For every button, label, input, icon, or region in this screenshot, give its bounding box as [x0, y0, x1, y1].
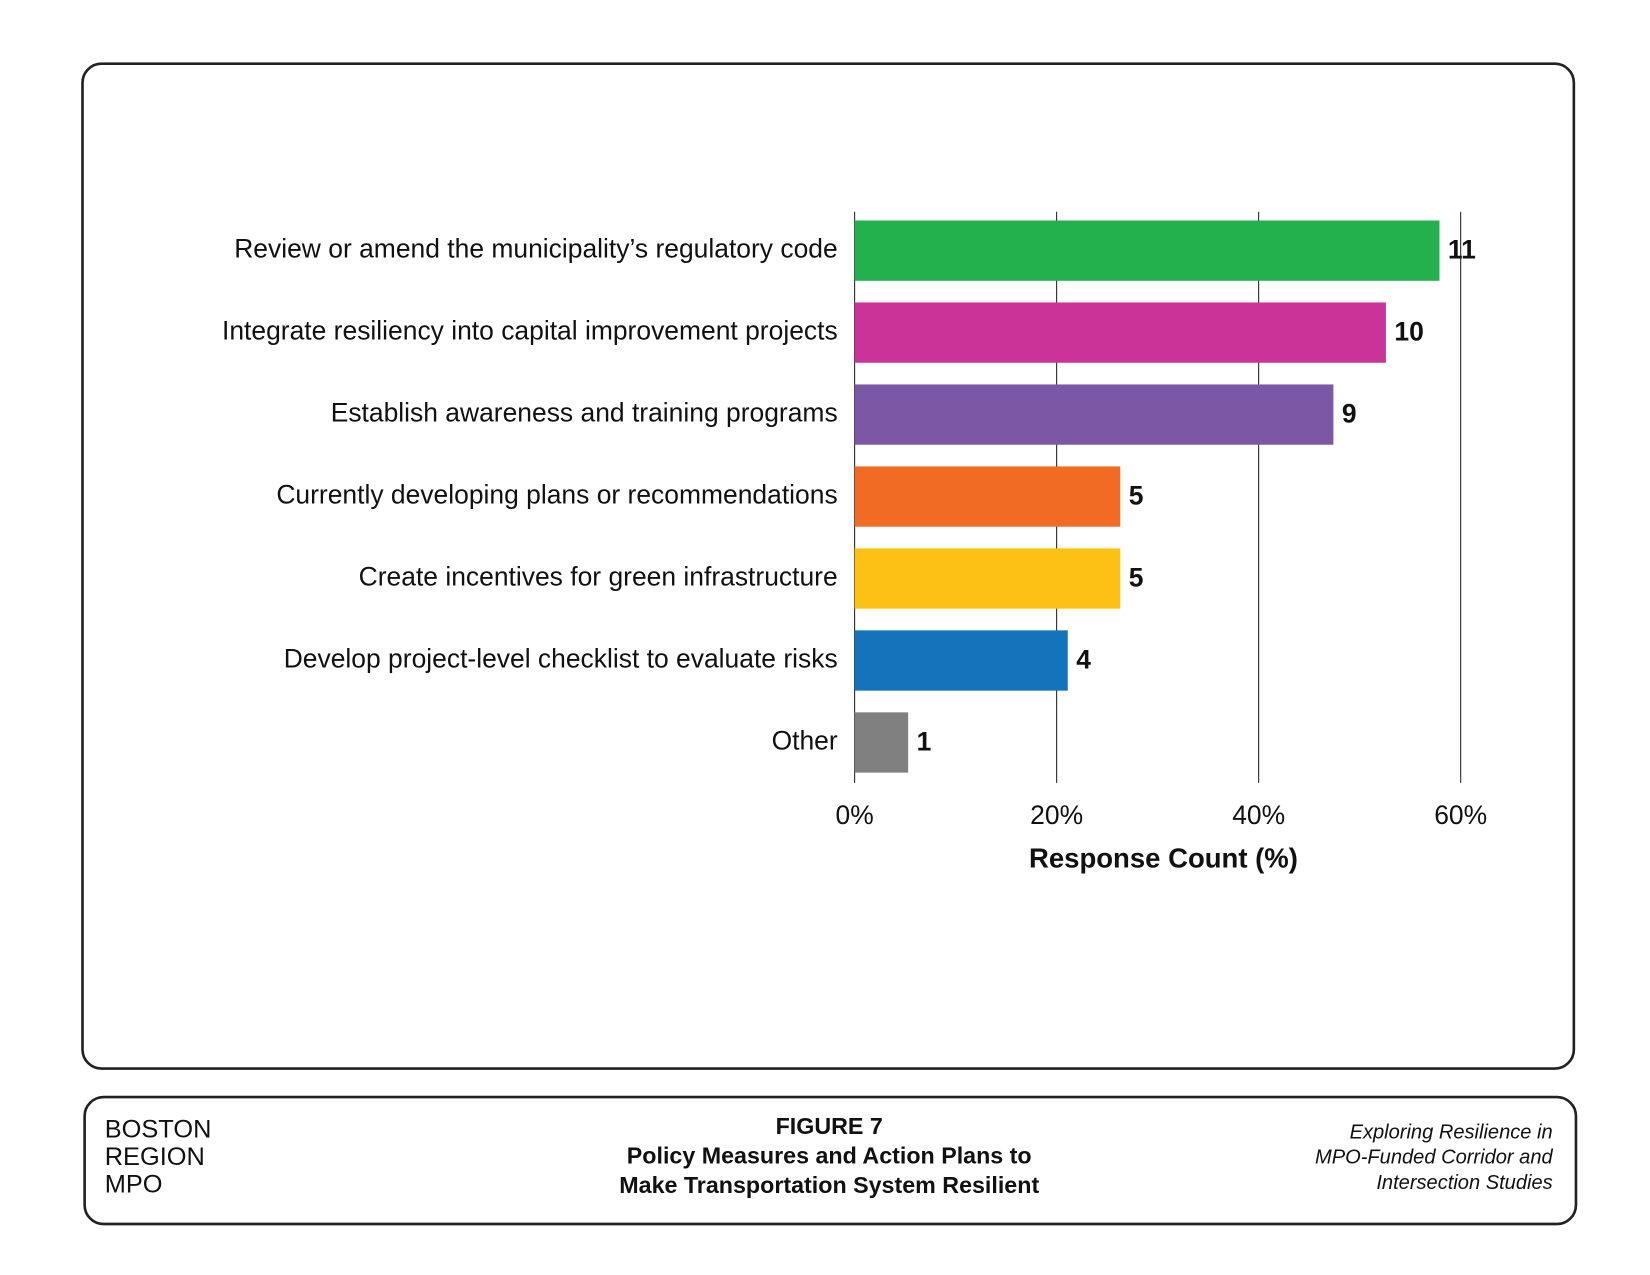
agency-name: MPO [105, 1171, 163, 1199]
x-axis-title: Response Count (%) [1029, 842, 1298, 873]
bar [854, 466, 1121, 527]
data-label: 4 [1076, 645, 1091, 675]
data-label: 5 [1129, 563, 1144, 593]
category-label: Other [772, 725, 838, 755]
figure-caption: Policy Measures and Action Plans to [627, 1142, 1032, 1168]
figure-caption: Make Transportation System Resilient [619, 1172, 1039, 1198]
data-label: 11 [1448, 235, 1476, 265]
x-tick-label: 40% [1232, 800, 1285, 830]
plot: 0% 20% 40% 60% Response Count (%) Review or a… [222, 211, 1487, 873]
category-label: Establish awareness and training program… [331, 398, 838, 428]
study-title: Exploring Resilience in [1350, 1121, 1553, 1143]
bar [854, 712, 909, 773]
data-label: 9 [1342, 399, 1357, 429]
footer-frame [83, 1095, 1578, 1226]
agency-name: BOSTON [105, 1116, 212, 1144]
agency-name: REGION [105, 1143, 205, 1171]
category-label: Integrate resiliency into capital improv… [222, 316, 838, 346]
figure-caption: FIGURE 7 [776, 1113, 883, 1139]
study-title: MPO-Funded Corridor and [1315, 1147, 1554, 1169]
bar [854, 220, 1440, 281]
x-tick-label: 0% [836, 800, 874, 830]
data-label: 5 [1129, 481, 1144, 511]
category-label: Currently developing plans or recommenda… [276, 480, 837, 510]
x-tick-label: 60% [1434, 800, 1487, 830]
category-label: Develop project-level checklist to evalu… [284, 643, 838, 673]
bar [854, 548, 1121, 609]
bar [854, 384, 1334, 445]
data-label: 1 [917, 727, 932, 757]
study-title: Intersection Studies [1376, 1172, 1552, 1194]
category-label: Review or amend the municipality’s regul… [234, 234, 837, 264]
data-label: 10 [1394, 317, 1423, 347]
bar [854, 302, 1386, 363]
category-label: Create incentives for green infrastructu… [359, 562, 838, 592]
bar [854, 630, 1068, 691]
chart-frame [81, 62, 1576, 1070]
x-tick-label: 20% [1030, 800, 1083, 830]
